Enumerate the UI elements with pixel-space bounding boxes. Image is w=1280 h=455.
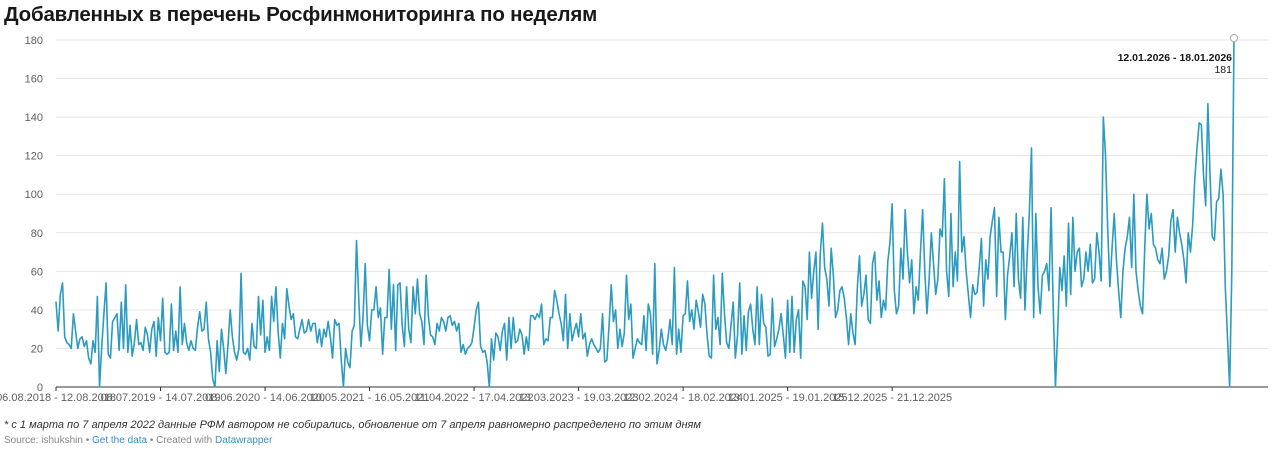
x-tick-label: 12.02.2024 - 18.02.2024 (623, 392, 743, 404)
get-data-link[interactable]: Get the data (92, 435, 148, 446)
y-tick-label: 100 (25, 189, 43, 201)
footnote: * с 1 марта по 7 апреля 2022 данные РФМ … (4, 419, 701, 431)
footer-separator: • (82, 435, 92, 446)
x-tick-label: 06.08.2018 - 12.08.2018 (0, 392, 116, 404)
series-line (55, 37, 1235, 388)
x-tick-label: 08.06.2020 - 14.06.2020 (205, 392, 325, 404)
y-tick-label: 180 (25, 35, 43, 47)
x-tick-label: 15.12.2025 - 21.12.2025 (832, 392, 952, 404)
y-tick-label: 80 (31, 228, 43, 240)
x-tick-label: 13.01.2025 - 19.01.2025 (728, 392, 848, 404)
chart-title: Добавленных в перечень Росфинмониторинга… (4, 3, 598, 26)
footer: Source: ishukshin • Get the data • Creat… (4, 435, 272, 446)
x-tick-label: 13.03.2023 - 19.03.2023 (519, 392, 639, 404)
last-point-marker (1229, 33, 1239, 43)
x-tick-label: 08.07.2019 - 14.07.2019 (101, 392, 221, 404)
datawrapper-link[interactable]: Datawrapper (215, 435, 273, 446)
annotation-value: 181 (1214, 64, 1232, 76)
axis-layer: 0 20 40 60 80 100 120 140 160 180 06.08.2018 - 12.… (0, 35, 952, 404)
created-with-text: • Created with (147, 435, 216, 446)
y-tick-label: 0 (37, 382, 43, 394)
x-tick-label: 10.05.2021 - 16.05.2021 (310, 392, 430, 404)
y-tick-label: 120 (25, 151, 43, 163)
y-tick-label: 160 (25, 74, 43, 86)
y-tick-label: 140 (25, 112, 43, 124)
y-tick-label: 40 (31, 305, 43, 317)
source-text: Source: ishukshin (4, 435, 83, 446)
grid-layer (56, 39, 1268, 388)
annotation-date: 12.01.2026 - 18.01.2026 (1118, 52, 1233, 64)
x-tick-label: 11.04.2022 - 17.04.2022 (415, 392, 534, 404)
y-tick-label: 20 (31, 343, 43, 355)
y-tick-label: 60 (31, 266, 43, 278)
